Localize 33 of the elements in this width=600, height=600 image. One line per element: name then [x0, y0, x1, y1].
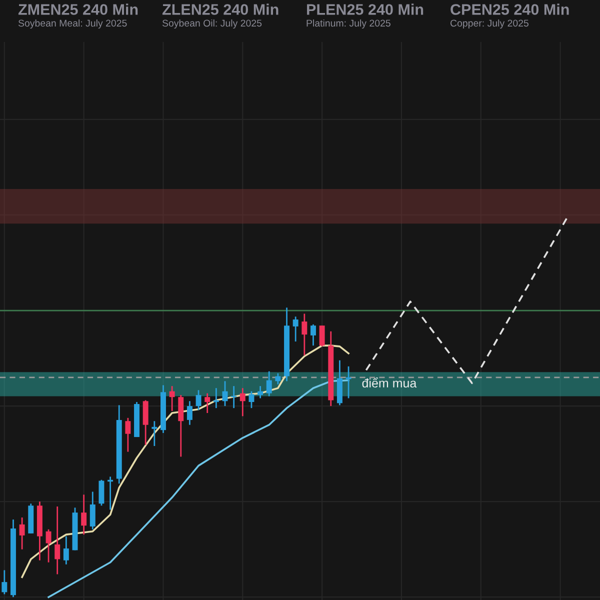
candlestick: [302, 313, 308, 356]
candlestick: [275, 372, 281, 386]
text: Soybean Oil: July 2025: [162, 19, 262, 29]
candlestick: [81, 494, 87, 536]
candlestick: [98, 479, 104, 506]
candlestick: [152, 420, 158, 447]
candlestick: [46, 528, 52, 564]
candlestick: [266, 370, 272, 397]
candlestick: [310, 324, 316, 346]
annotation: điểm mua: [362, 377, 417, 388]
candlestick: [2, 569, 8, 595]
text: Soybean Meal: July 2025: [18, 19, 127, 29]
candlestick: [125, 417, 131, 452]
candlestick: [90, 491, 96, 530]
candlestick: [248, 390, 254, 409]
candlestick: [186, 400, 192, 426]
candlestick: [258, 385, 264, 399]
candlestick: [142, 400, 148, 446]
text: PLEN25 240 Min: [307, 4, 424, 15]
candlestick: [240, 387, 246, 417]
candlestick: [169, 385, 175, 412]
candlestick: [319, 324, 325, 348]
candlestick: [63, 536, 69, 566]
text: ZLEN25 240 Min: [162, 4, 278, 15]
candlestick: [196, 389, 202, 411]
candlestick: [292, 316, 298, 342]
candlestick: [54, 506, 60, 575]
text: CPEN25 240 Min: [450, 4, 569, 15]
text: ZMEN25 240 Min: [18, 4, 138, 15]
candlestick: [19, 516, 25, 550]
text: Copper: July 2025: [450, 19, 528, 29]
candlestick: [204, 392, 210, 414]
text: Platinum: July 2025: [306, 19, 390, 29]
